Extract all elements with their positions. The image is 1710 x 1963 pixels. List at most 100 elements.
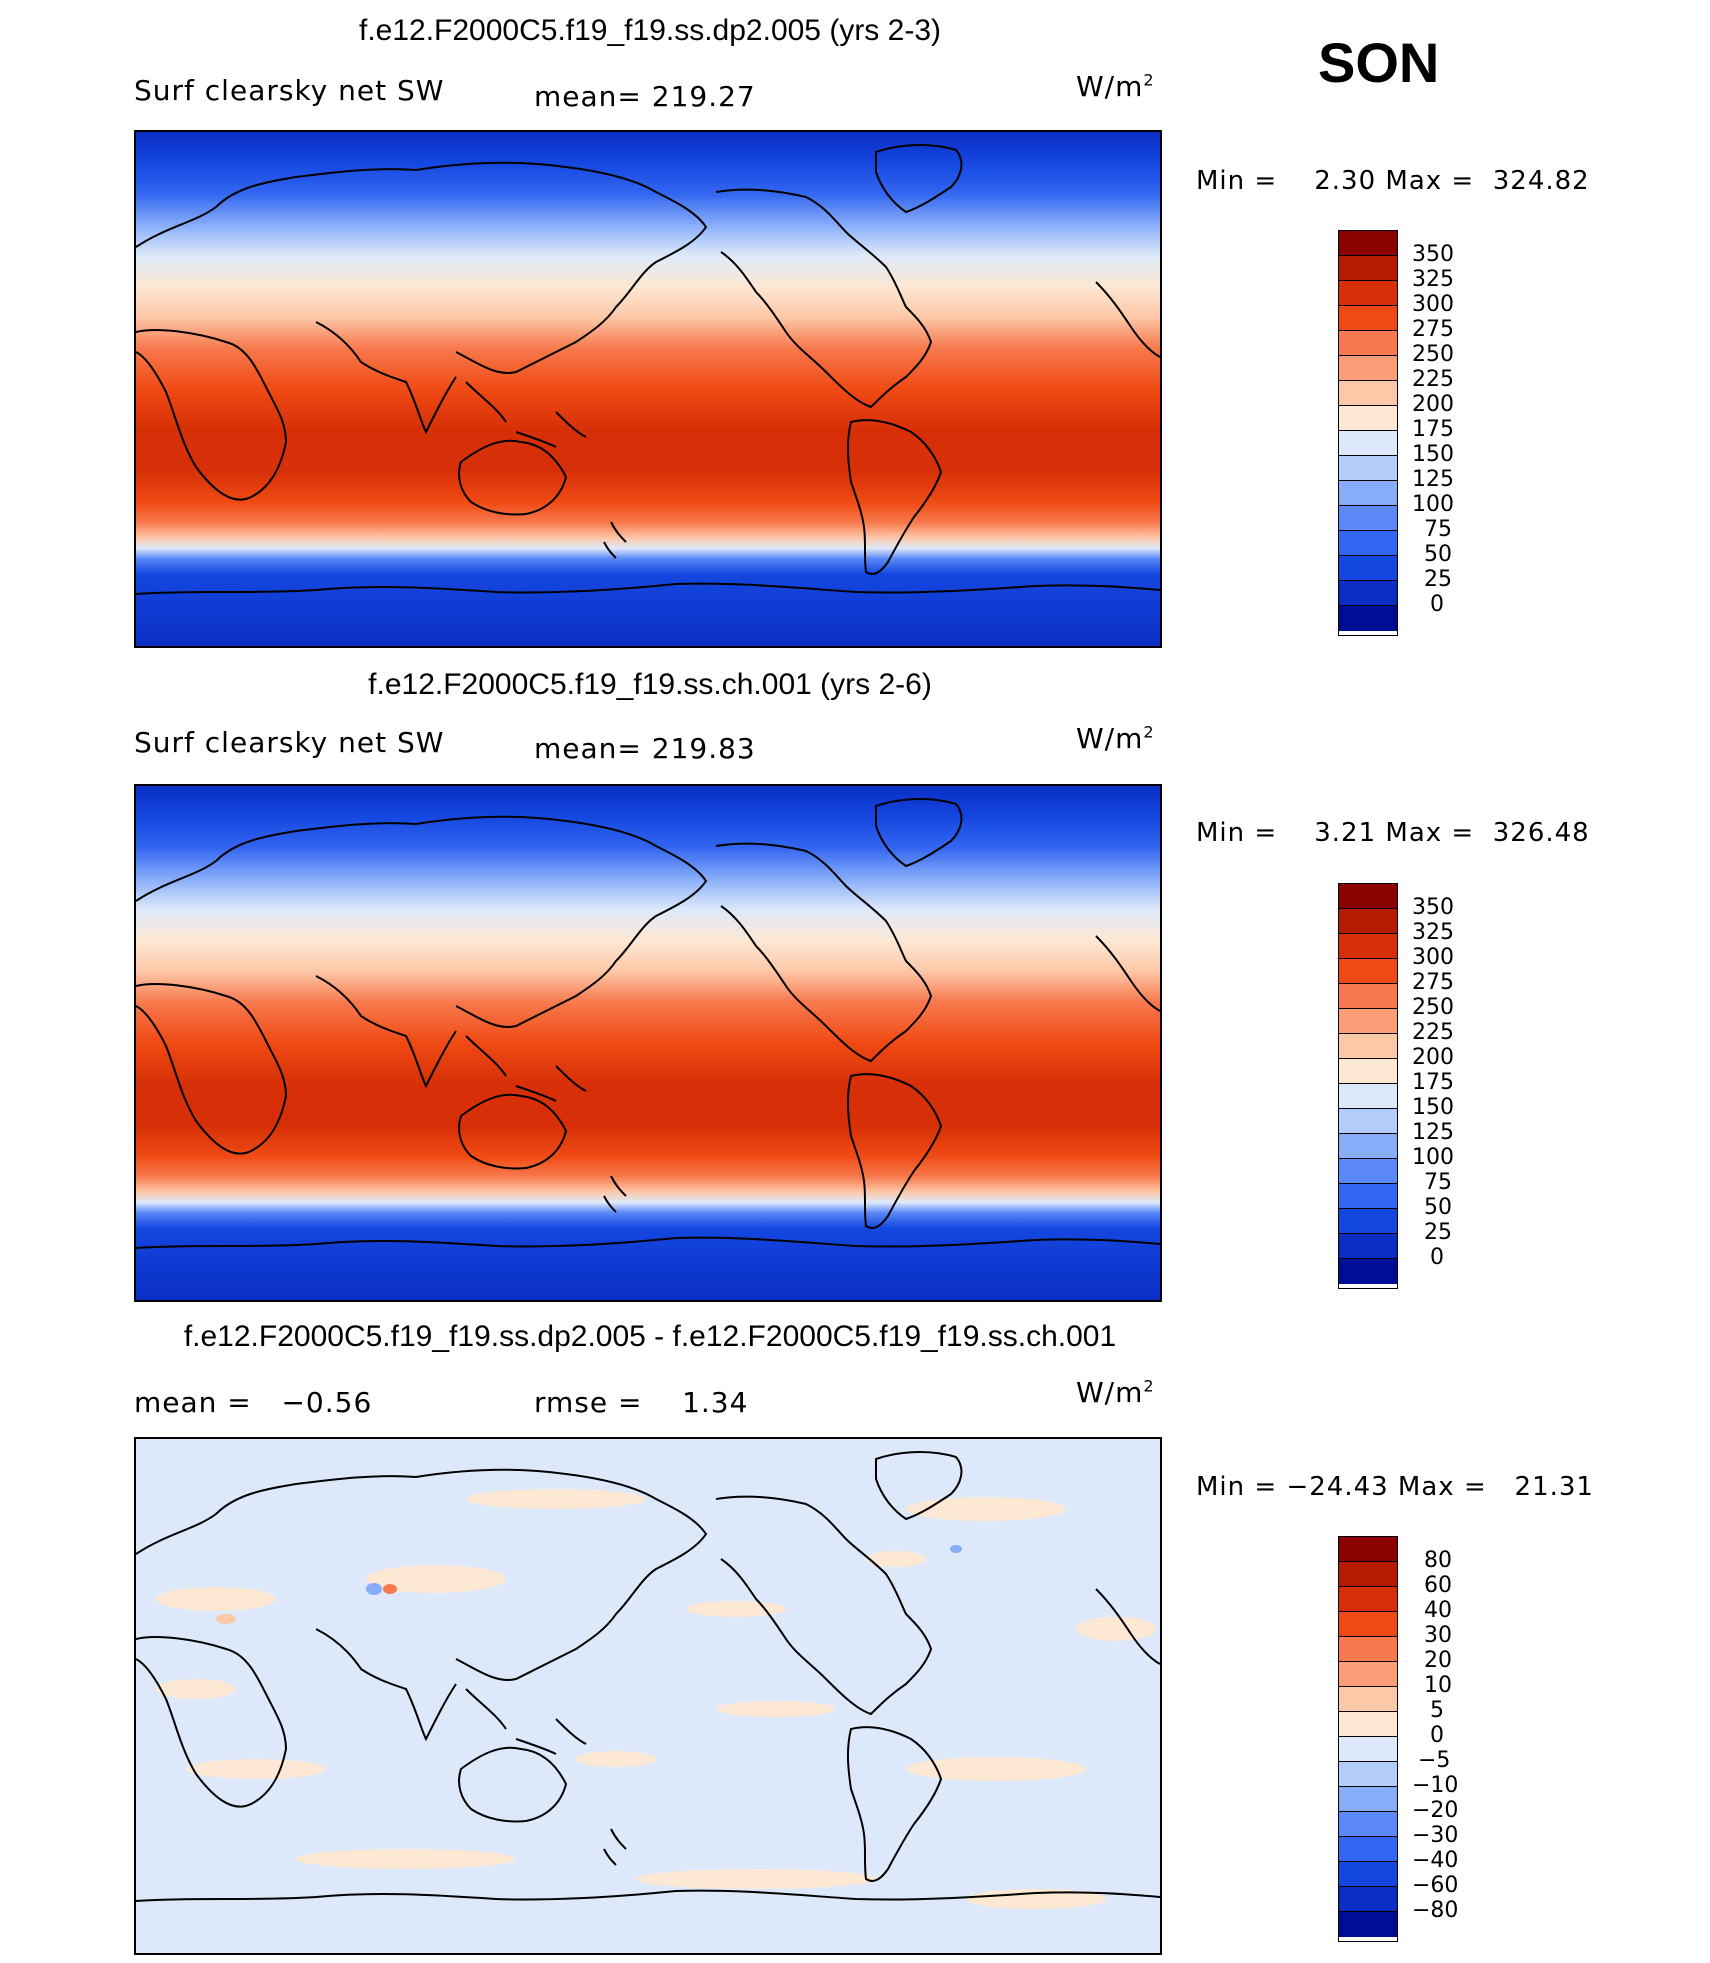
panel-3-colorbar-segment: [1339, 1537, 1397, 1562]
panel-3-title: f.e12.F2000C5.f19_f19.ss.dp2.005 - f.e12…: [183, 1320, 1117, 1353]
colorbar-label: −5: [1418, 1748, 1451, 1773]
panel-3-colorbar: [1338, 1536, 1398, 1942]
panel-3-colorbar-segment: [1339, 1637, 1397, 1662]
colorbar-label: −40: [1412, 1848, 1459, 1873]
panel-3-mean-label: mean = −0.56: [134, 1386, 373, 1419]
colorbar-label: 50: [1424, 1195, 1452, 1220]
panel-2-colorbar-segment: [1339, 1209, 1397, 1234]
colorbar-label: 125: [1412, 467, 1454, 492]
panel-1-colorbar-segment: [1339, 581, 1397, 606]
colorbar-label: 300: [1412, 945, 1454, 970]
panel-2-colorbar-segment: [1339, 1134, 1397, 1159]
panel-1-colorbar-segment: [1339, 231, 1397, 256]
panel-3-minmax: Min = −24.43 Max = 21.31: [1196, 1472, 1594, 1502]
colorbar-label: 100: [1412, 492, 1454, 517]
panel-2-units: W/m2: [1076, 722, 1155, 755]
panel-2-colorbar-segment: [1339, 1009, 1397, 1034]
panel-2-colorbar-segment: [1339, 959, 1397, 984]
panel-2-map: [134, 784, 1162, 1302]
colorbar-label: 200: [1412, 1045, 1454, 1070]
panel-2-colorbar-segment: [1339, 884, 1397, 909]
panel-1-colorbar-segment: [1339, 356, 1397, 381]
panel-2-colorbar-segment: [1339, 1259, 1397, 1284]
panel-2-colorbar-segment: [1339, 1084, 1397, 1109]
panel-3-colorbar-segment: [1339, 1712, 1397, 1737]
colorbar-label: 325: [1412, 267, 1454, 292]
colorbar-label: −10: [1412, 1773, 1459, 1798]
panel-3-colorbar-segment: [1339, 1687, 1397, 1712]
colorbar-label: 25: [1424, 1220, 1452, 1245]
panel-3-colorbar-segment: [1339, 1812, 1397, 1837]
panel-1-colorbar-segment: [1339, 456, 1397, 481]
panel-1-minmax: Min = 2.30 Max = 324.82: [1196, 166, 1590, 196]
panel-2-variable-label: Surf clearsky net SW: [134, 726, 445, 759]
colorbar-label: 80: [1424, 1548, 1452, 1573]
panel-2-colorbar-segment: [1339, 1234, 1397, 1259]
panel-1-colorbar-segment: [1339, 256, 1397, 281]
colorbar-label: 5: [1430, 1698, 1444, 1723]
panel-2-minmax: Min = 3.21 Max = 326.48: [1196, 818, 1590, 848]
panel-1-colorbar-segment: [1339, 431, 1397, 456]
colorbar-label: 175: [1412, 1070, 1454, 1095]
colorbar-label: 225: [1412, 367, 1454, 392]
colorbar-label: 350: [1412, 895, 1454, 920]
panel-3-colorbar-segment: [1339, 1612, 1397, 1637]
panel-1-colorbar-segment: [1339, 306, 1397, 331]
panel-3-colorbar-segment: [1339, 1762, 1397, 1787]
colorbar-label: 75: [1424, 1170, 1452, 1195]
colorbar-label: 175: [1412, 417, 1454, 442]
panel-3-colorbar-segment: [1339, 1737, 1397, 1762]
colorbar-label: 25: [1424, 567, 1452, 592]
panel-2-colorbar-segment: [1339, 1109, 1397, 1134]
panel-1-colorbar-segment: [1339, 531, 1397, 556]
colorbar-label: −20: [1412, 1798, 1459, 1823]
panel-3-colorbar-segment: [1339, 1787, 1397, 1812]
panel-2-mean-label: mean= 219.83: [534, 732, 756, 765]
panel-2-colorbar-segment: [1339, 1059, 1397, 1084]
colorbar-label: 250: [1412, 342, 1454, 367]
panel-1-colorbar: [1338, 230, 1398, 636]
panel-2-title: f.e12.F2000C5.f19_f19.ss.ch.001 (yrs 2-6…: [368, 668, 932, 701]
panel-1-mean-label: mean= 219.27: [534, 80, 756, 113]
colorbar-label: −80: [1412, 1898, 1459, 1923]
panel-1-colorbar-segment: [1339, 331, 1397, 356]
panel-3-colorbar-segment: [1339, 1912, 1397, 1937]
panel-2-colorbar-segment: [1339, 984, 1397, 1009]
panel-3-colorbar-segment: [1339, 1837, 1397, 1862]
colorbar-label: 30: [1424, 1623, 1452, 1648]
panel-3-colorbar-segment: [1339, 1562, 1397, 1587]
colorbar-label: 275: [1412, 970, 1454, 995]
panel-1-colorbar-segment: [1339, 606, 1397, 631]
colorbar-label: 150: [1412, 1095, 1454, 1120]
colorbar-label: 300: [1412, 292, 1454, 317]
colorbar-label: 0: [1430, 592, 1444, 617]
panel-1-colorbar-segment: [1339, 281, 1397, 306]
colorbar-label: 275: [1412, 317, 1454, 342]
colorbar-label: 250: [1412, 995, 1454, 1020]
panel-3-units: W/m2: [1076, 1376, 1155, 1409]
panel-3-colorbar-segment: [1339, 1662, 1397, 1687]
colorbar-label: 0: [1430, 1723, 1444, 1748]
colorbar-label: 200: [1412, 392, 1454, 417]
panel-2-colorbar-segment: [1339, 1034, 1397, 1059]
panel-1-colorbar-segment: [1339, 556, 1397, 581]
colorbar-label: 60: [1424, 1573, 1452, 1598]
panel-1-colorbar-segment: [1339, 481, 1397, 506]
panel-1-variable-label: Surf clearsky net SW: [134, 74, 445, 107]
panel-1-units: W/m2: [1076, 70, 1155, 103]
colorbar-label: −60: [1412, 1873, 1459, 1898]
panel-3-colorbar-segment: [1339, 1587, 1397, 1612]
season-label: SON: [1318, 31, 1440, 94]
panel-3-colorbar-segment: [1339, 1887, 1397, 1912]
colorbar-label: 150: [1412, 442, 1454, 467]
panel-3-map: [134, 1437, 1162, 1955]
panel-1-map: [134, 130, 1162, 648]
panel-1-title: f.e12.F2000C5.f19_f19.ss.dp2.005 (yrs 2-…: [358, 14, 941, 47]
panel-1-colorbar-segment: [1339, 381, 1397, 406]
colorbar-label: 125: [1412, 1120, 1454, 1145]
panel-1-colorbar-segment: [1339, 506, 1397, 531]
panel-2-colorbar-segment: [1339, 1159, 1397, 1184]
panel-2-colorbar: [1338, 883, 1398, 1289]
panel-2-colorbar-segment: [1339, 909, 1397, 934]
panel-3-rmse-label: rmse = 1.34: [534, 1386, 749, 1419]
